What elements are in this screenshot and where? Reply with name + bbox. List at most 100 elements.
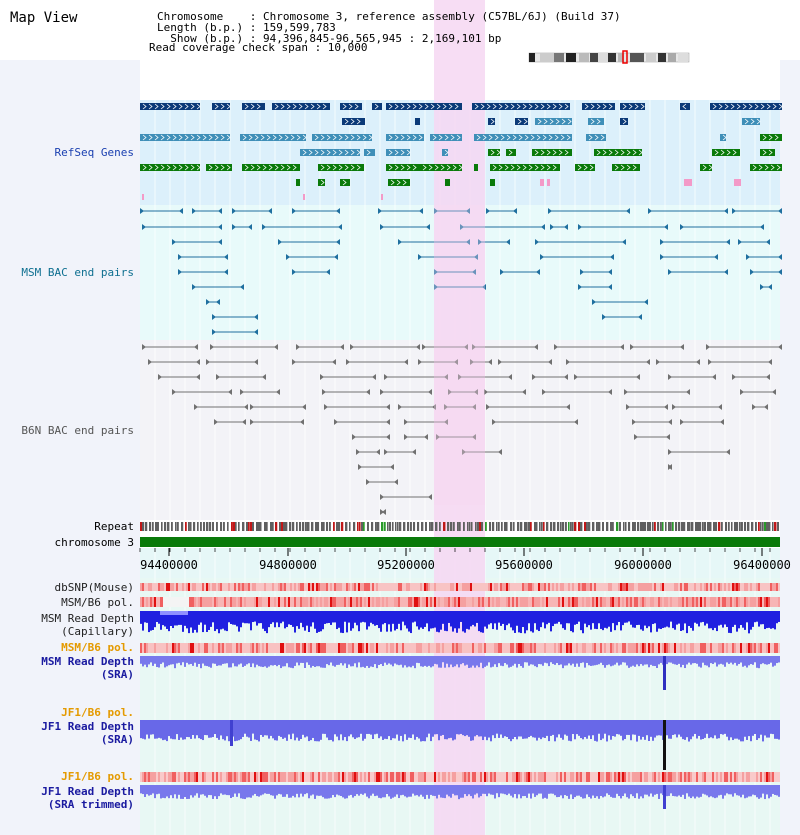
msm-depth-sra-bar	[184, 656, 186, 667]
b6n-bac-pair-end	[390, 464, 394, 470]
polymorphism-cell	[198, 772, 200, 782]
jf1-depth-sra-bar	[416, 720, 418, 737]
msm-depth-sra-bar	[346, 656, 348, 668]
polymorphism-cell	[746, 643, 748, 653]
polymorphism-cell	[162, 772, 164, 782]
polymorphism-cell	[456, 772, 458, 782]
repeat-mark	[642, 522, 645, 531]
polymorphism-cell	[180, 643, 182, 653]
jf1-depth-sra-bar	[654, 720, 656, 738]
polymorphism-cell	[286, 643, 288, 653]
polymorphism-cell	[466, 772, 468, 782]
gene-feature	[386, 134, 424, 141]
polymorphism-cell	[508, 772, 510, 782]
repeat-mark	[764, 522, 767, 531]
msm-depth-capillary-bar	[220, 611, 222, 630]
msm-depth-sra-bar	[710, 656, 712, 664]
polymorphism-cell	[436, 597, 438, 607]
gene-strand-mark	[412, 103, 417, 110]
jf1-depth-sra-bar	[502, 720, 504, 738]
repeat-mark	[231, 522, 233, 531]
polymorphism-cell	[734, 583, 736, 591]
polymorphism-cell	[636, 597, 638, 607]
msm-depth-capillary-bar	[256, 611, 258, 626]
repeat-mark	[501, 522, 503, 531]
gene-feature	[296, 179, 300, 186]
gene-strand-mark	[546, 164, 551, 171]
polymorphism-cell	[354, 583, 356, 591]
polymorphism-cell	[418, 597, 420, 607]
gene-strand-mark	[434, 164, 439, 171]
polymorphism-cell	[150, 597, 152, 607]
polymorphism-cell	[168, 772, 170, 782]
msm-depth-sra-bar	[570, 656, 572, 666]
polymorphism-cell	[436, 772, 438, 782]
gene-strand-mark	[638, 149, 643, 156]
repeat-mark	[279, 522, 281, 531]
gene-strand-mark	[452, 164, 457, 171]
gene-strand-mark	[308, 149, 313, 156]
polymorphism-cell	[690, 583, 692, 591]
polymorphism-cell	[400, 597, 402, 607]
polymorphism-cell	[172, 583, 174, 591]
polymorphism-cell	[740, 597, 742, 607]
polymorphism-cell	[704, 643, 706, 653]
jf1-depth-trimmed-bar	[580, 785, 582, 797]
polymorphism-cell	[522, 772, 524, 782]
repeat-mark	[177, 522, 179, 531]
jf1-depth-sra-bar	[280, 720, 282, 737]
jf1-depth-sra-bar	[618, 720, 620, 735]
polymorphism-cell	[276, 643, 278, 653]
polymorphism-cell	[512, 643, 514, 653]
polymorphism-cell	[580, 583, 582, 591]
track-label-repeat: Repeat	[94, 520, 134, 533]
msm-depth-sra-bar	[680, 656, 682, 668]
gene-strand-mark	[446, 164, 451, 171]
msm-depth-sra-bar	[534, 656, 536, 667]
jf1-depth-trimmed-bar	[588, 785, 590, 797]
msm-depth-sra-bar	[734, 656, 736, 663]
msm-depth-sra-bar	[446, 656, 448, 664]
polymorphism-cell	[318, 597, 320, 607]
polymorphism-cell	[496, 583, 498, 591]
polymorphism-cell	[220, 772, 222, 782]
jf1-depth-sra-bar	[546, 720, 548, 736]
polymorphism-cell	[588, 597, 590, 607]
msm-depth-sra-bar	[444, 656, 446, 668]
polymorphism-cell	[548, 583, 550, 591]
jf1-depth-trimmed-bar	[364, 785, 366, 794]
repeat-mark	[718, 522, 721, 531]
msm-depth-sra-bar	[740, 656, 742, 663]
polymorphism-cell	[340, 597, 342, 607]
polymorphism-cell	[358, 583, 360, 591]
polymorphism-cell	[318, 583, 320, 591]
gene-strand-mark	[366, 149, 371, 156]
repeat-mark	[305, 522, 307, 531]
repeat-mark	[353, 522, 356, 531]
polymorphism-cell	[728, 643, 730, 653]
jf1-depth-sra-bar	[594, 720, 596, 741]
b6n-bac-pair-end	[366, 479, 370, 485]
polymorphism-cell	[746, 597, 748, 607]
msm-depth-sra-bar	[244, 656, 246, 666]
msm-depth-sra-bar	[454, 656, 456, 667]
polymorphism-cell	[192, 597, 194, 607]
msm-depth-capillary-bar	[430, 611, 432, 629]
polymorphism-cell	[270, 597, 272, 607]
msm-depth-sra-bar	[276, 656, 278, 667]
jf1-depth-trimmed-bar	[368, 785, 370, 799]
jf1-depth-trimmed-bar	[154, 785, 156, 799]
msm-depth-capillary-bar	[274, 611, 276, 628]
polymorphism-cell	[220, 583, 222, 591]
jf1-depth-trimmed-bar	[382, 785, 384, 798]
msm-bac-pair-end	[142, 224, 146, 230]
jf1-depth-trimmed-bar	[600, 785, 602, 796]
gene-strand-mark	[254, 134, 259, 141]
repeat-mark	[157, 522, 159, 531]
jf1-depth-trimmed-bar	[514, 785, 516, 795]
msm-depth-sra-bar	[582, 656, 584, 663]
jf1-depth-sra-bar	[162, 720, 164, 741]
jf1-depth-trimmed-bar	[540, 785, 542, 794]
msm-depth-capillary-bar	[526, 611, 528, 631]
